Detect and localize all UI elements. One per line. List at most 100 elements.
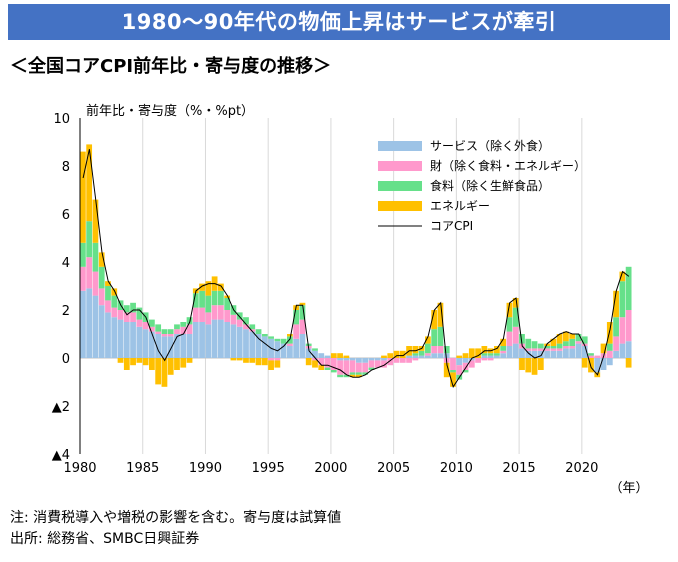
bar-segment-services xyxy=(111,317,118,358)
bar-segment-energy xyxy=(500,338,507,346)
legend-swatch xyxy=(378,181,422,191)
bar-segment-food xyxy=(506,317,513,332)
bar-segment-food xyxy=(337,374,343,378)
bar-segment-energy xyxy=(412,346,419,354)
bar-segment-food xyxy=(299,305,306,320)
bar-segment-energy xyxy=(537,358,544,370)
bar-segment-energy xyxy=(600,343,607,354)
bar-segment-food xyxy=(136,307,143,320)
bar-segment-services xyxy=(494,355,500,358)
bar-segment-goods xyxy=(500,350,507,354)
bar-segment-services xyxy=(374,358,381,361)
bar-segment-services xyxy=(174,334,180,358)
bar-segment-energy xyxy=(167,358,174,375)
bar-segment-services xyxy=(575,343,582,358)
bar-segment-services xyxy=(349,358,356,361)
bar-segment-food xyxy=(450,370,456,373)
bar-segment-energy xyxy=(218,283,224,291)
bar-segment-energy xyxy=(243,358,249,363)
bar-segment-energy xyxy=(299,302,306,306)
bar-segment-goods xyxy=(619,317,626,344)
bar-segment-food xyxy=(205,295,212,313)
bar-segment-services xyxy=(550,350,557,358)
bar-segment-food xyxy=(525,338,532,349)
bar-segment-goods xyxy=(105,300,111,313)
bar-segment-energy xyxy=(462,353,469,358)
bar-segment-services xyxy=(318,353,325,358)
bar-segment-energy xyxy=(330,353,337,358)
bar-segment-energy xyxy=(268,360,274,370)
bar-segment-services xyxy=(443,353,450,358)
bar-segment-food xyxy=(512,307,519,327)
bar-segment-goods xyxy=(462,362,469,370)
bar-segment-services xyxy=(224,322,231,358)
bar-segment-goods xyxy=(224,310,231,322)
x-tick-label: 1980 xyxy=(63,461,96,476)
bar-segment-goods xyxy=(199,307,205,322)
bar-segment-food xyxy=(161,329,168,334)
bar-segment-goods xyxy=(412,358,419,361)
bar-segment-services xyxy=(230,324,237,358)
bar-segment-goods xyxy=(575,341,582,344)
bar-segment-services xyxy=(312,350,318,358)
bar-segment-food xyxy=(174,324,180,330)
y-axis-label: 前年比・寄与度（%・%pt） xyxy=(86,104,255,119)
bar-segment-goods xyxy=(475,358,481,363)
bar-segment-energy xyxy=(111,288,118,296)
bar-segment-energy xyxy=(236,358,243,361)
bar-segment-food xyxy=(167,329,174,334)
bar-segment-food xyxy=(531,341,538,349)
bar-segment-services xyxy=(211,319,218,358)
x-axis-label: （年） xyxy=(609,481,648,496)
bar-segment-goods xyxy=(161,334,168,337)
bar-segment-goods xyxy=(136,319,143,327)
bar-segment-goods xyxy=(594,355,601,358)
bar-segment-food xyxy=(324,367,331,370)
bar-segment-energy xyxy=(606,322,613,344)
bar-segment-goods xyxy=(374,360,381,368)
bar-segment-energy xyxy=(186,358,193,363)
bar-segment-food xyxy=(412,353,419,356)
bar-segment-energy xyxy=(569,334,576,339)
bar-segment-services xyxy=(537,350,544,358)
bar-segment-food xyxy=(613,317,619,337)
bar-segment-services xyxy=(431,353,438,358)
bar-segment-goods xyxy=(312,358,318,361)
bar-segment-food xyxy=(462,370,469,373)
bar-segment-energy xyxy=(349,374,356,378)
bar-segment-food xyxy=(537,343,544,349)
x-tick-label: 2005 xyxy=(377,461,410,476)
bar-segment-services xyxy=(136,326,143,358)
bar-segment-services xyxy=(437,353,444,358)
bar-segment-energy xyxy=(199,283,205,291)
bar-segment-goods xyxy=(362,362,369,373)
bar-segment-services xyxy=(236,326,243,358)
bar-segment-services xyxy=(130,322,136,358)
bar-segment-goods xyxy=(293,324,300,339)
bar-segment-goods xyxy=(274,358,281,361)
bar-segment-energy xyxy=(180,358,187,368)
bar-segment-food xyxy=(192,293,199,308)
bar-segment-services xyxy=(280,343,287,358)
bar-segment-goods xyxy=(318,358,325,366)
bar-segment-services xyxy=(92,295,99,358)
bar-segment-goods xyxy=(343,360,350,375)
bar-segment-energy xyxy=(92,199,99,243)
bar-segment-services xyxy=(324,355,331,358)
x-tick-label: 2015 xyxy=(503,461,536,476)
bar-segment-food xyxy=(443,346,450,354)
bar-segment-services xyxy=(299,334,306,358)
bar-segment-services xyxy=(218,319,224,358)
bar-segment-food xyxy=(575,334,582,342)
bar-segment-food xyxy=(287,336,293,344)
bar-segment-goods xyxy=(324,358,331,368)
bar-segment-goods xyxy=(167,334,174,337)
bar-segment-goods xyxy=(481,358,488,361)
bar-segment-goods xyxy=(525,348,532,351)
bar-segment-services xyxy=(462,358,469,363)
bar-segment-food xyxy=(556,343,563,349)
x-tick-label: 2010 xyxy=(440,461,473,476)
bar-segment-goods xyxy=(155,331,162,334)
